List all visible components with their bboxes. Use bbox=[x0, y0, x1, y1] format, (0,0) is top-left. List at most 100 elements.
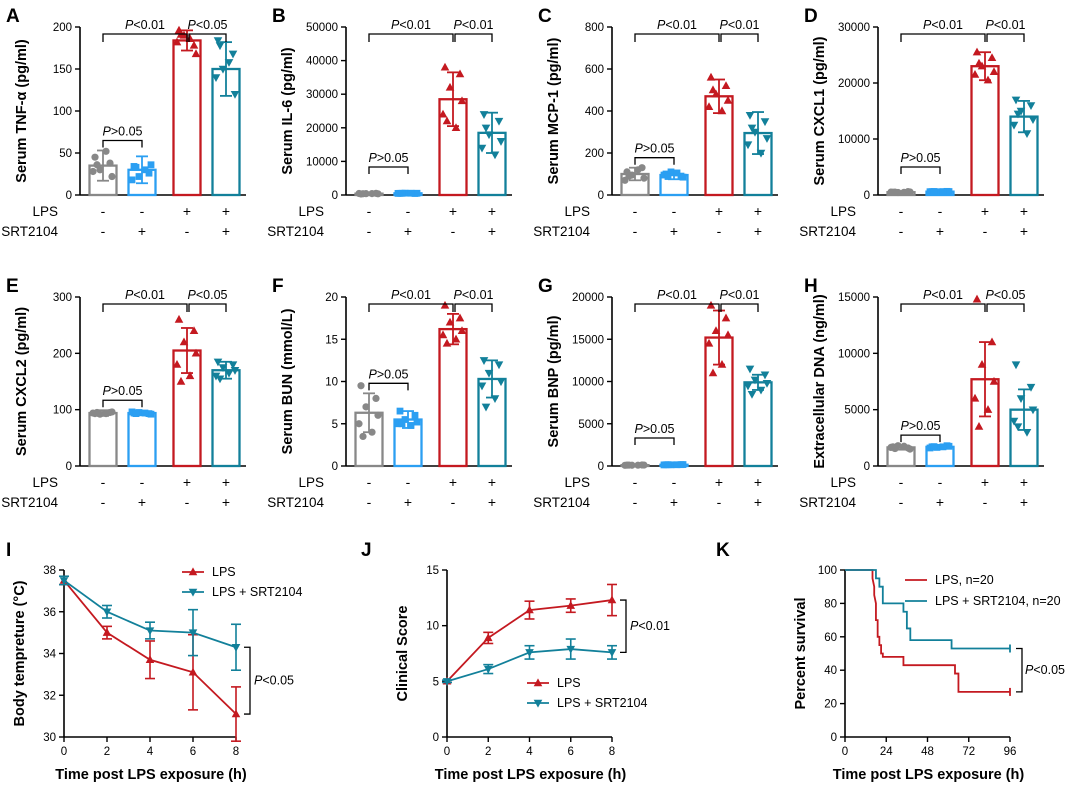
data-point bbox=[490, 151, 500, 160]
pvalue-top-p: P bbox=[657, 18, 666, 32]
data-point bbox=[679, 173, 687, 181]
data-point bbox=[394, 420, 402, 428]
pvalue-right: P<0.01 bbox=[454, 288, 494, 302]
data-point bbox=[59, 577, 69, 586]
data-point bbox=[1009, 417, 1019, 426]
data-point bbox=[483, 665, 493, 674]
data-point bbox=[228, 50, 238, 59]
data-point bbox=[983, 75, 993, 84]
bracket-low bbox=[368, 166, 409, 174]
y-tick-label: 0 bbox=[598, 190, 604, 202]
y-axis-label: Body tempreture (°C) bbox=[12, 580, 28, 726]
y-tick-label: 100 bbox=[53, 405, 72, 417]
y-tick-label: 34 bbox=[43, 649, 56, 661]
sign-srt2104: + bbox=[138, 223, 146, 239]
y-tick-label: 20 bbox=[325, 292, 338, 304]
bracket-right bbox=[720, 33, 759, 42]
data-point bbox=[667, 168, 675, 176]
sign-srt2104: - bbox=[367, 223, 372, 239]
data-point bbox=[368, 189, 376, 198]
x-tick-label: 48 bbox=[921, 746, 934, 758]
bar bbox=[970, 65, 1000, 197]
panel-j: J Clinical Score Time post LPS exposure (h… bbox=[361, 540, 670, 783]
data-point bbox=[762, 135, 772, 143]
data-point bbox=[451, 334, 461, 343]
bracket-top bbox=[102, 303, 188, 312]
sign-lps: - bbox=[672, 474, 677, 490]
data-point bbox=[145, 627, 155, 636]
data-point bbox=[481, 124, 491, 133]
data-point bbox=[398, 189, 406, 197]
data-point bbox=[374, 190, 382, 198]
bracket-right bbox=[454, 303, 493, 312]
data-point bbox=[457, 326, 467, 334]
pvalue-right: P<0.05 bbox=[188, 18, 228, 32]
data-point bbox=[479, 357, 489, 365]
y-tick-label: 40000 bbox=[306, 56, 338, 68]
y-tick-label: 400 bbox=[585, 106, 604, 118]
y-tick-label: 20000 bbox=[306, 123, 338, 135]
bracket-top bbox=[102, 33, 188, 42]
y-tick-label: 10000 bbox=[838, 348, 870, 360]
data-point bbox=[413, 189, 421, 197]
data-point bbox=[706, 300, 716, 309]
legend-label: LPS + SRT2104, n=20 bbox=[935, 594, 1061, 608]
sign-srt2104: + bbox=[138, 494, 146, 510]
pvalue-right: P<0.01 bbox=[720, 288, 760, 302]
pvalue-right-value: <0.05 bbox=[994, 288, 1026, 302]
data-point bbox=[145, 169, 153, 177]
y-tick-label: 20 bbox=[824, 699, 837, 711]
x-tick-label: 4 bbox=[526, 746, 533, 758]
data-point bbox=[224, 369, 234, 378]
y-tick-label: 50000 bbox=[306, 22, 338, 34]
data-point bbox=[374, 411, 382, 419]
data-point bbox=[359, 190, 367, 198]
bar bbox=[172, 39, 202, 197]
data-point bbox=[445, 317, 455, 326]
data-point bbox=[634, 461, 642, 469]
pvalue-p: P bbox=[254, 674, 263, 688]
data-point bbox=[708, 85, 718, 94]
y-tick-label: 40 bbox=[824, 665, 837, 677]
pvalue-right-p: P bbox=[188, 288, 197, 302]
data-point bbox=[215, 375, 225, 384]
y-tick-label: 5 bbox=[433, 676, 439, 688]
bracket-right bbox=[454, 33, 493, 42]
data-point bbox=[930, 443, 938, 451]
data-point bbox=[362, 403, 370, 411]
data-point bbox=[128, 176, 136, 184]
data-point bbox=[496, 138, 506, 146]
bracket-right bbox=[986, 33, 1025, 42]
pvalue-low-value: >0.05 bbox=[643, 422, 675, 436]
data-point bbox=[135, 173, 143, 180]
y-tick-label: 300 bbox=[53, 292, 72, 304]
pvalue: P<0.05 bbox=[254, 674, 294, 688]
data-point bbox=[357, 382, 365, 390]
y-axis-label: Extracellular DNA (ng/ml) bbox=[812, 294, 828, 468]
panel-letter: D bbox=[804, 6, 818, 27]
data-point bbox=[977, 360, 987, 368]
y-tick-label: 0 bbox=[332, 461, 338, 473]
row-label-srt2104: SRT2104 bbox=[1, 224, 58, 239]
pvalue-right-p: P bbox=[986, 288, 995, 302]
legend-label: LPS, n=20 bbox=[935, 573, 994, 587]
data-point bbox=[747, 124, 757, 133]
bracket-top bbox=[900, 33, 986, 42]
y-tick-label: 0 bbox=[831, 732, 837, 744]
pvalue-top-value: <0.01 bbox=[665, 288, 697, 302]
data-point bbox=[477, 382, 487, 391]
y-tick-label: 200 bbox=[53, 348, 72, 360]
pvalue-low-p: P bbox=[901, 419, 910, 433]
data-point bbox=[673, 461, 681, 469]
pvalue-low-value: >0.05 bbox=[377, 367, 409, 381]
sign-lps: - bbox=[140, 474, 145, 490]
data-point bbox=[401, 416, 409, 423]
data-point bbox=[211, 74, 221, 82]
pvalue-low: P>0.05 bbox=[901, 151, 941, 165]
pvalue-right-value: <0.05 bbox=[196, 18, 228, 32]
pvalue-right-p: P bbox=[720, 18, 729, 32]
x-tick-label: 0 bbox=[842, 746, 848, 758]
pvalue: P<0.01 bbox=[630, 619, 670, 633]
data-point bbox=[396, 407, 404, 415]
pvalue-low-value: >0.05 bbox=[909, 151, 941, 165]
